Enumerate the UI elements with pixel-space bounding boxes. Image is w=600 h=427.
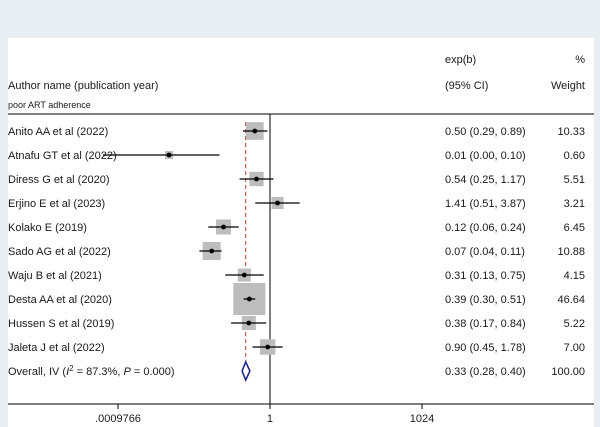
ci-value: 0.01 (0.00, 0.10) [445, 150, 526, 162]
study-label: Waju B et al (2021) [8, 270, 102, 282]
ci-value: 0.07 (0.04, 0.11) [445, 246, 525, 258]
point-estimate [252, 128, 258, 134]
ci-value: 0.38 (0.17, 0.84) [445, 318, 526, 330]
point-estimate [221, 224, 226, 230]
weight-value: 4.15 [564, 270, 585, 282]
overall-diamond [241, 359, 251, 383]
ci-value: 0.90 (0.45, 1.78) [445, 342, 526, 354]
point-estimate [166, 152, 172, 158]
weight-value: 46.64 [557, 294, 585, 306]
weight-value: 7.00 [564, 342, 585, 354]
study-label: Anito AA et al (2022) [8, 126, 108, 138]
study-label: Kolako E (2019) [8, 222, 87, 234]
ci-value: 0.54 (0.25, 1.17) [445, 174, 526, 186]
weight-value: 10.88 [557, 246, 585, 258]
overall-ci-value: 0.33 (0.28, 0.40) [445, 366, 526, 378]
study-label: Hussen S et al (2019) [8, 318, 114, 330]
ci-value: 0.39 (0.30, 0.51) [445, 294, 526, 306]
weight-value: 10.33 [557, 126, 585, 138]
point-estimate [209, 248, 215, 254]
weight-value: 3.21 [564, 198, 585, 210]
x-tick-label: 1 [267, 413, 273, 425]
effect-header-1: exp(b) [445, 54, 476, 66]
point-estimate [241, 272, 247, 278]
x-tick-label: 1024 [410, 413, 434, 425]
weight-value: 5.22 [564, 318, 585, 330]
x-tick-label: .0009766 [95, 413, 141, 425]
study-label: Atnafu GT et al (2022) [8, 150, 117, 162]
weight-value: 5.51 [564, 174, 585, 186]
subgroup-label: poor ART adherence [8, 100, 91, 110]
study-label: Sado AG et al (2022) [8, 246, 111, 258]
ci-value: 1.41 (0.51, 3.87) [445, 198, 526, 210]
study-label: Erjino E et al (2023) [8, 198, 105, 210]
weight-value: 0.60 [564, 150, 585, 162]
forest-plot: exp(b) % Author name (publication year) … [8, 54, 594, 425]
weight-value: 6.45 [564, 222, 585, 234]
overall-weight-value: 100.00 [551, 366, 585, 378]
study-label: Jaleta J et al (2022) [8, 342, 105, 354]
point-estimate [246, 320, 252, 326]
weight-header-1: % [575, 54, 585, 66]
point-estimate [265, 344, 271, 350]
effect-header-2: (95% CI) [445, 80, 488, 92]
ci-value: 0.31 (0.13, 0.75) [445, 270, 526, 282]
ci-value: 0.12 (0.06, 0.24) [445, 222, 526, 234]
weight-header-2: Weight [551, 80, 585, 92]
forest-plot-panel: exp(b) % Author name (publication year) … [8, 38, 594, 427]
point-estimate [246, 296, 252, 302]
overall-label: Overall, IV (I2 = 87.3%, P = 0.000) [8, 364, 175, 378]
study-header: Author name (publication year) [8, 80, 158, 92]
ci-value: 0.50 (0.29, 0.89) [445, 126, 526, 138]
study-label: Desta AA et al (2020) [8, 294, 112, 306]
study-label: Diress G et al (2020) [8, 174, 109, 186]
point-estimate [254, 176, 259, 182]
point-estimate [275, 200, 280, 206]
